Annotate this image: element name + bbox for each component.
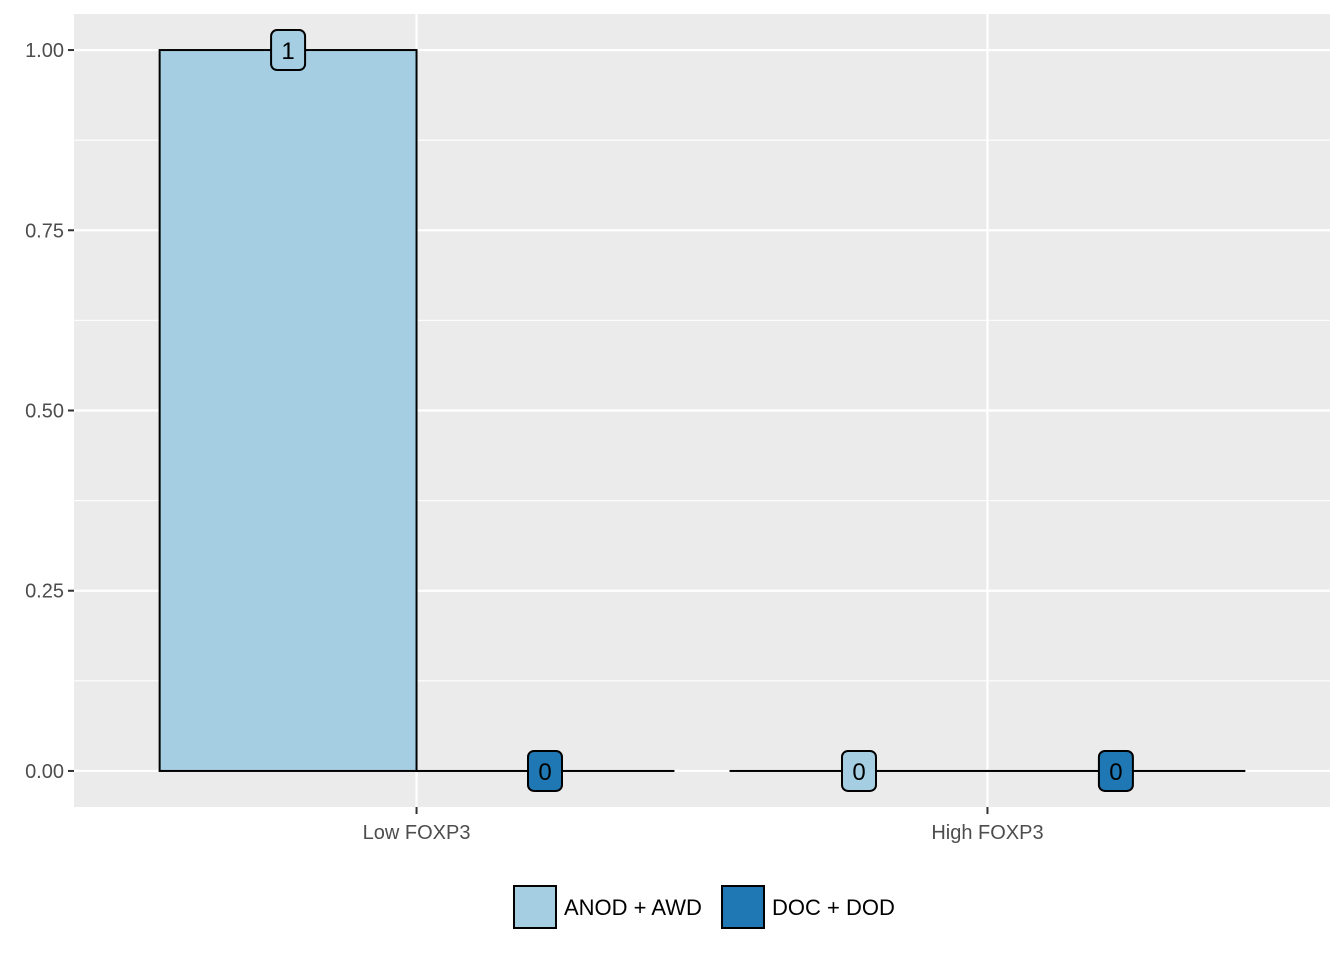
y-tick-label: 0.50 xyxy=(25,401,64,423)
legend-key xyxy=(513,885,557,929)
x-tick-label: High FOXP3 xyxy=(931,822,1043,844)
y-axis: 0.00 0.25 0.50 0.75 1.00 xyxy=(25,40,74,783)
data-labels: 1 0 0 0 xyxy=(270,29,1134,792)
bar xyxy=(158,49,418,772)
legend-key xyxy=(721,885,765,929)
data-label-box xyxy=(1097,749,1134,792)
y-tick-label: 0.75 xyxy=(25,220,64,242)
x-axis: Low FOXP3 High FOXP3 xyxy=(363,807,1044,844)
y-tick-label: 0.00 xyxy=(25,761,64,783)
y-tick-label: 0.25 xyxy=(25,581,64,603)
legend-label: ANOD + AWD xyxy=(564,895,702,920)
data-label-box xyxy=(270,29,307,72)
data-label-box xyxy=(527,749,563,792)
data-label: 0 xyxy=(1109,759,1122,786)
data-label: 0 xyxy=(852,759,865,786)
legend-label: DOC + DOD xyxy=(772,895,895,920)
data-label-box xyxy=(841,749,877,792)
legend: ANOD + AWD DOC + DOD xyxy=(513,885,895,929)
data-label: 1 xyxy=(281,38,294,65)
data-label: 0 xyxy=(538,759,551,786)
y-tick-label: 1.00 xyxy=(25,40,64,62)
x-tick-label: Low FOXP3 xyxy=(363,822,471,844)
